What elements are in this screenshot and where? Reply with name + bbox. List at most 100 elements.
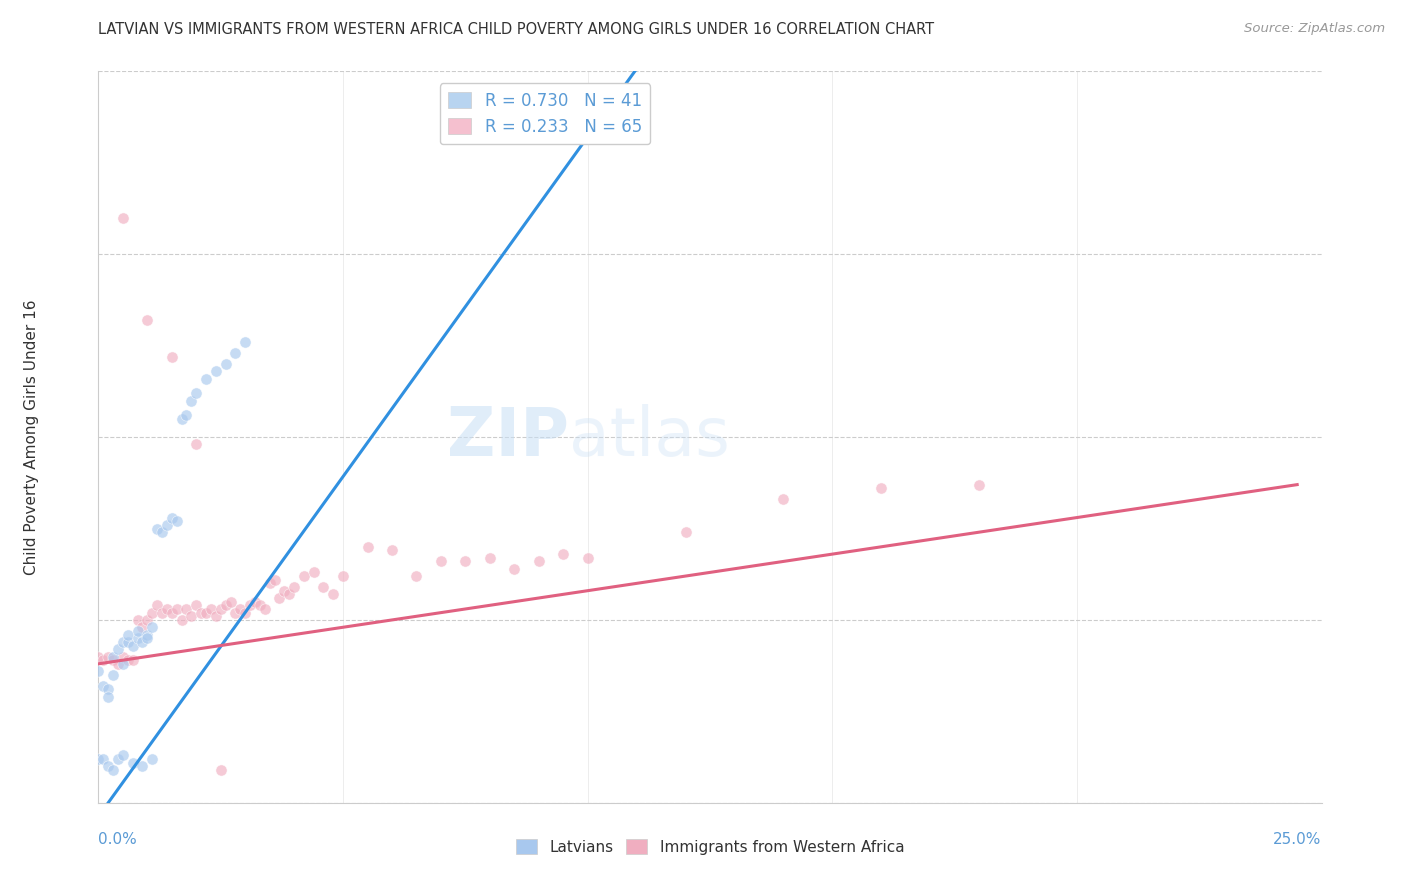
Point — [97, 649, 120, 664]
Point — [381, 543, 404, 558]
Point — [117, 635, 139, 649]
Text: atlas: atlas — [569, 404, 730, 470]
Point — [772, 492, 794, 507]
Point — [131, 759, 153, 773]
Point — [146, 521, 169, 535]
Point — [186, 386, 208, 401]
Point — [87, 649, 110, 664]
Point — [127, 624, 149, 638]
Point — [101, 763, 124, 777]
Point — [430, 554, 453, 568]
Point — [176, 408, 198, 422]
Point — [209, 602, 232, 616]
Point — [131, 620, 153, 634]
Point — [111, 657, 134, 671]
Point — [219, 594, 242, 608]
Point — [127, 613, 149, 627]
Point — [107, 642, 129, 657]
Point — [141, 620, 163, 634]
Point — [121, 756, 143, 770]
Text: 0.0%: 0.0% — [98, 832, 138, 847]
Point — [214, 357, 236, 371]
Point — [146, 599, 169, 613]
Point — [243, 594, 266, 608]
Point — [205, 609, 228, 624]
Point — [170, 412, 193, 426]
Point — [195, 606, 218, 620]
Point — [91, 752, 114, 766]
Point — [312, 580, 335, 594]
Point — [101, 667, 124, 681]
Point — [224, 346, 246, 360]
Point — [87, 664, 110, 678]
Point — [292, 569, 315, 583]
Point — [136, 627, 159, 641]
Point — [111, 748, 134, 763]
Point — [224, 606, 246, 620]
Point — [273, 583, 295, 598]
Point — [503, 562, 526, 576]
Point — [160, 350, 183, 364]
Point — [111, 211, 134, 225]
Point — [302, 566, 325, 580]
Text: 25.0%: 25.0% — [1274, 832, 1322, 847]
Point — [233, 334, 256, 349]
Point — [176, 602, 198, 616]
Text: Child Poverty Among Girls Under 16: Child Poverty Among Girls Under 16 — [24, 300, 38, 574]
Point — [576, 550, 599, 565]
Point — [156, 517, 179, 532]
Point — [405, 569, 427, 583]
Point — [249, 599, 271, 613]
Point — [278, 587, 301, 601]
Point — [107, 657, 129, 671]
Point — [111, 635, 134, 649]
Point — [478, 550, 501, 565]
Point — [214, 599, 236, 613]
Point — [141, 606, 163, 620]
Point — [283, 580, 305, 594]
Point — [150, 606, 173, 620]
Point — [967, 477, 990, 491]
Point — [121, 639, 143, 653]
Point — [121, 653, 143, 667]
Point — [87, 752, 110, 766]
Point — [553, 547, 575, 561]
Point — [101, 649, 124, 664]
Point — [186, 599, 208, 613]
Point — [136, 632, 159, 646]
Point — [131, 635, 153, 649]
Point — [97, 682, 120, 697]
Point — [166, 602, 188, 616]
Text: LATVIAN VS IMMIGRANTS FROM WESTERN AFRICA CHILD POVERTY AMONG GIRLS UNDER 16 COR: LATVIAN VS IMMIGRANTS FROM WESTERN AFRIC… — [98, 22, 935, 37]
Point — [332, 569, 354, 583]
Point — [229, 602, 252, 616]
Point — [259, 576, 281, 591]
Point — [111, 649, 134, 664]
Point — [205, 364, 228, 378]
Point — [454, 554, 477, 568]
Point — [170, 613, 193, 627]
Point — [117, 627, 139, 641]
Point — [263, 573, 285, 587]
Point — [166, 514, 188, 528]
Point — [180, 393, 202, 408]
Point — [209, 763, 232, 777]
Point — [107, 752, 129, 766]
Point — [156, 602, 179, 616]
Point — [141, 752, 163, 766]
Point — [97, 759, 120, 773]
Point — [322, 587, 344, 601]
Point — [239, 599, 262, 613]
Point — [101, 653, 124, 667]
Point — [253, 602, 276, 616]
Point — [200, 602, 222, 616]
Point — [527, 554, 550, 568]
Point — [160, 510, 183, 524]
Point — [150, 525, 173, 540]
Point — [97, 690, 120, 704]
Point — [870, 481, 893, 495]
Point — [190, 606, 212, 620]
Point — [269, 591, 291, 605]
Point — [233, 606, 256, 620]
Point — [136, 313, 159, 327]
